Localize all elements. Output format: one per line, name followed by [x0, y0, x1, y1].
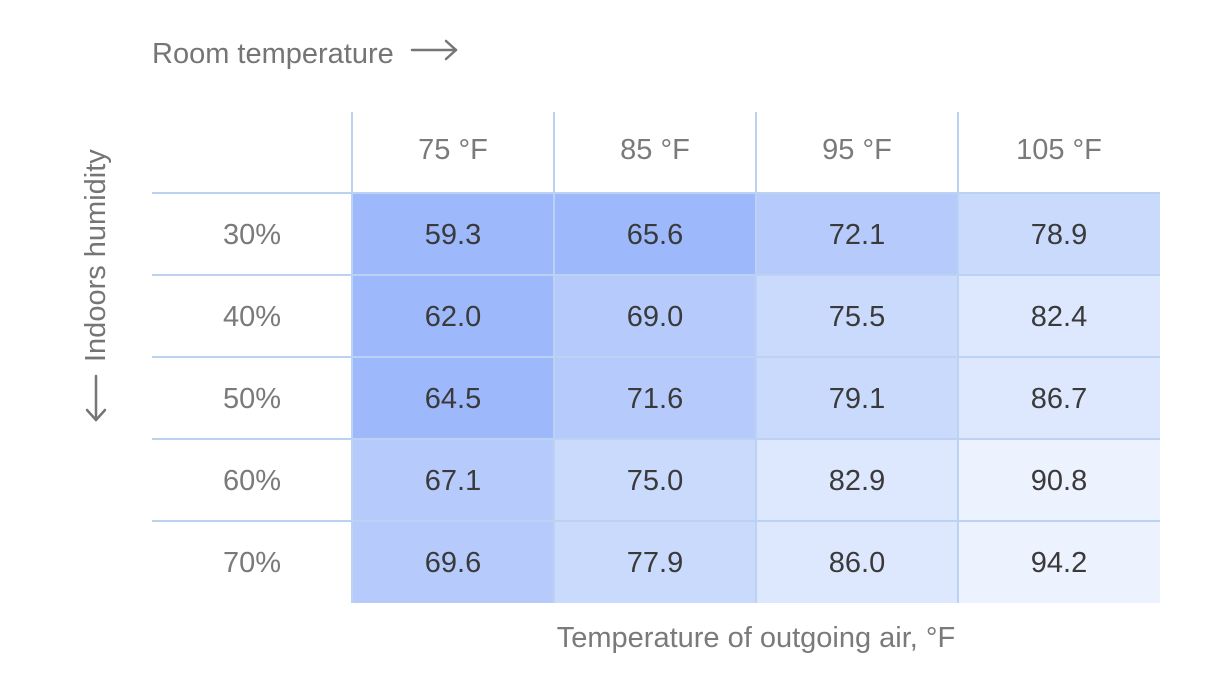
- heatmap-cell: [756, 439, 958, 521]
- heatmap-cell: [352, 439, 554, 521]
- arrow-down-icon: [82, 374, 110, 431]
- row-header: 70%: [223, 547, 281, 579]
- cell-value: 67.1: [425, 465, 481, 497]
- cell-value: 72.1: [829, 219, 885, 251]
- arrow-right-icon: [410, 37, 460, 71]
- row-header: 50%: [223, 383, 281, 415]
- cell-value: 65.6: [627, 219, 683, 251]
- heatmap-cell: [958, 439, 1160, 521]
- heatmap-cell: [352, 357, 554, 439]
- row-axis-title: Indoors humidity: [76, 112, 116, 432]
- x-axis-label: Temperature of outgoing air, °F: [556, 622, 956, 654]
- heatmap-cell: [554, 275, 756, 357]
- row-header: 60%: [223, 465, 281, 497]
- row-header: 40%: [223, 301, 281, 333]
- heatmap-cell: [554, 521, 756, 603]
- cell-value: 64.5: [425, 383, 481, 415]
- column-headers: 75 °F 85 °F 95 °F 105 °F: [418, 134, 1102, 166]
- cell-value: 86.0: [829, 547, 885, 579]
- heatmap-cell: [352, 275, 554, 357]
- column-header: 75 °F: [418, 134, 488, 166]
- cell-value: 75.5: [829, 301, 885, 333]
- cell-value: 90.8: [1031, 465, 1087, 497]
- heatmap-cell: [756, 357, 958, 439]
- cell-value: 79.1: [829, 383, 885, 415]
- cell-value: 82.4: [1031, 301, 1087, 333]
- heatmap-cell: [756, 275, 958, 357]
- cell-value: 69.6: [425, 547, 481, 579]
- column-axis-title: Room temperature: [152, 34, 460, 74]
- cell-value: 94.2: [1031, 547, 1087, 579]
- heatmap-cell: [352, 193, 554, 275]
- cell-value: 77.9: [627, 547, 683, 579]
- heatmap-grid: [152, 112, 1160, 603]
- row-headers: 30% 40% 50% 60% 70%: [223, 219, 281, 579]
- column-header: 105 °F: [1016, 134, 1102, 166]
- cell-values: 59.3 65.6 72.1 78.9 62.0 69.0 75.5 82.4 64.5 71.6…: [425, 219, 1087, 579]
- heatmap-cell: [958, 275, 1160, 357]
- column-header: 95 °F: [822, 134, 892, 166]
- cell-value: 82.9: [829, 465, 885, 497]
- cell-value: 78.9: [1031, 219, 1087, 251]
- heatmap-cell: [958, 521, 1160, 603]
- heatmap-cell: [554, 193, 756, 275]
- heatmap-cell: [554, 439, 756, 521]
- cell-value: 86.7: [1031, 383, 1087, 415]
- cell-value: 59.3: [425, 219, 481, 251]
- cell-value: 62.0: [425, 301, 481, 333]
- heatmap-cell: [554, 357, 756, 439]
- heatmap-cell: [958, 193, 1160, 275]
- heatmap-cell: [756, 521, 958, 603]
- heatmap-cell: [352, 521, 554, 603]
- cell-value: 75.0: [627, 465, 683, 497]
- heatmap-cell: [756, 193, 958, 275]
- cell-value: 69.0: [627, 301, 683, 333]
- row-header: 30%: [223, 219, 281, 251]
- heatmap-cells: [352, 193, 1160, 603]
- cell-value: 71.6: [627, 383, 683, 415]
- column-axis-title-text: Room temperature: [152, 37, 394, 70]
- column-header: 85 °F: [620, 134, 690, 166]
- heatmap-cell: [958, 357, 1160, 439]
